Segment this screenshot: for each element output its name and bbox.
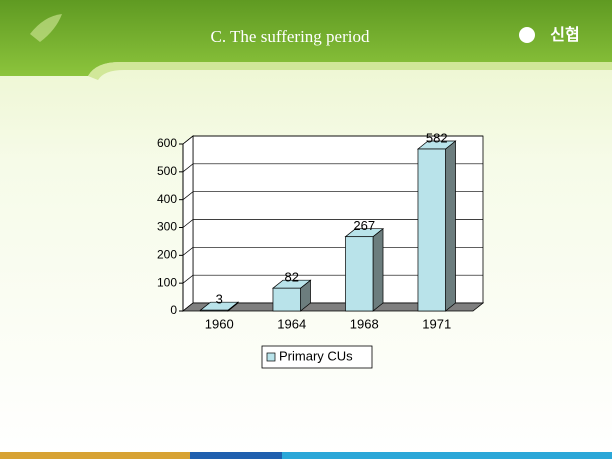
data-label: 582 [426,130,448,145]
leaf-icon [30,14,62,42]
bar [200,309,229,312]
grid-line [182,219,483,228]
footer-orange [0,452,190,459]
x-tick-label: 1971 [422,316,451,331]
floor [181,302,485,312]
grid-line [182,163,483,173]
grid-line [182,246,483,256]
bar [417,148,446,312]
x-tick-label: 1968 [350,316,379,331]
header-edge [88,62,612,80]
legend-swatch [266,352,276,362]
y-tick-label: 600 [157,136,177,150]
bar-side [445,140,456,312]
bar [272,287,301,312]
bar [345,236,374,312]
grid-line [182,274,483,284]
data-label: 267 [353,218,375,233]
logo-text: 신협 [550,25,579,44]
grid-line [182,191,483,200]
grid-line [182,135,483,145]
legend-box [261,345,373,369]
x-tick-label: 1964 [277,316,306,331]
y-tick-label: 400 [157,192,177,206]
y-tick-label: 500 [157,164,177,178]
footer-cyan [282,452,612,459]
data-label: 3 [216,292,223,307]
logo-symbol [519,27,535,43]
y-tick-label: 200 [157,248,177,262]
y-tick-label: 300 [157,220,177,234]
y-tick-label: 0 [170,303,177,317]
y-tick-label: 100 [157,275,177,289]
footer-blue [190,452,282,459]
header-band [0,0,612,76]
x-tick-label: 1960 [205,316,234,331]
bar-side [372,227,384,312]
data-label: 82 [285,270,299,285]
legend-label: Primary CUs [279,348,353,363]
legend: Primary CUs [261,345,373,369]
chart: 0 100 200 300 400 500 600 1960 3 1964 82 1968 267 197… [157,130,485,369]
slide-title: C. The suffering period [211,27,370,46]
